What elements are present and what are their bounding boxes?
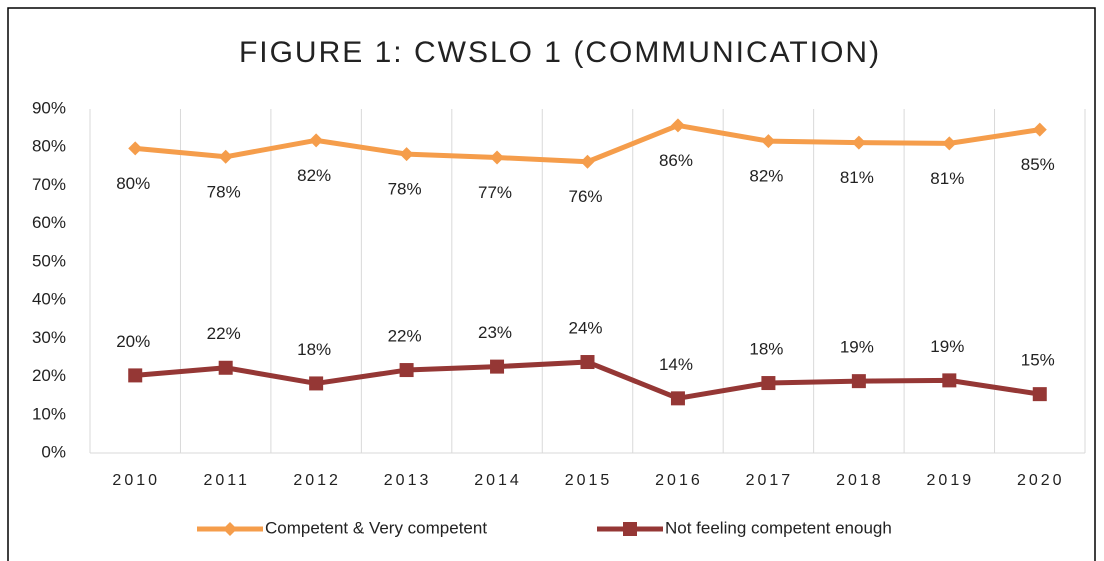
data-label: 22% — [388, 327, 422, 346]
y-tick-label: 30% — [32, 328, 66, 347]
x-tick-label: 2011 — [203, 472, 249, 489]
data-label: 20% — [116, 332, 150, 351]
marker — [942, 136, 957, 151]
data-label: 77% — [478, 183, 512, 202]
marker — [490, 359, 505, 374]
data-label: 19% — [840, 338, 874, 357]
data-label: 86% — [659, 151, 693, 170]
marker — [128, 141, 143, 156]
y-tick-label: 10% — [32, 404, 66, 423]
x-tick-label: 2013 — [384, 472, 432, 489]
marker — [128, 368, 143, 383]
data-label: 82% — [749, 167, 783, 186]
marker — [399, 363, 414, 378]
data-label: 23% — [478, 323, 512, 342]
data-label: 76% — [568, 187, 602, 206]
x-tick-label: 2016 — [655, 472, 703, 489]
marker — [309, 133, 324, 148]
chart-border — [7, 7, 1096, 561]
marker — [761, 376, 776, 391]
marker — [1032, 387, 1047, 402]
y-tick-label: 0% — [41, 442, 66, 461]
data-label: 18% — [749, 340, 783, 359]
marker — [761, 134, 776, 149]
data-label: 80% — [116, 174, 150, 193]
marker — [851, 135, 866, 150]
data-label: 78% — [207, 182, 241, 201]
data-label: 24% — [568, 319, 602, 338]
data-label: 81% — [930, 169, 964, 188]
data-label: 14% — [659, 355, 693, 374]
y-tick-label: 50% — [32, 251, 66, 270]
marker — [218, 360, 233, 375]
x-tick-label: 2014 — [474, 472, 522, 489]
marker — [623, 522, 637, 536]
y-tick-label: 70% — [32, 175, 66, 194]
data-label: 85% — [1021, 155, 1055, 174]
x-tick-label: 2020 — [1017, 472, 1065, 489]
marker — [670, 391, 685, 406]
y-tick-label: 20% — [32, 366, 66, 385]
legend-label: Not feeling competent enough — [665, 518, 892, 537]
y-tick-label: 90% — [32, 98, 66, 117]
data-label: 78% — [388, 180, 422, 199]
marker — [223, 522, 237, 536]
data-label: 22% — [207, 324, 241, 343]
data-label: 19% — [930, 337, 964, 356]
data-label: 82% — [297, 166, 331, 185]
y-tick-label: 60% — [32, 213, 66, 232]
x-tick-label: 2018 — [836, 472, 884, 489]
data-label: 81% — [840, 168, 874, 187]
marker — [490, 150, 505, 165]
x-tick-label: 2015 — [565, 472, 613, 489]
marker — [1032, 122, 1047, 137]
y-tick-label: 40% — [32, 290, 66, 309]
x-tick-label: 2019 — [927, 472, 975, 489]
data-label: 15% — [1021, 351, 1055, 370]
marker — [580, 355, 595, 370]
y-tick-label: 80% — [32, 137, 66, 156]
x-tick-label: 2017 — [746, 472, 794, 489]
marker — [309, 376, 324, 391]
marker — [218, 149, 233, 164]
marker — [670, 118, 685, 133]
marker — [942, 373, 957, 388]
data-label: 18% — [297, 340, 331, 359]
chart-title: FIGURE 1: CWSLO 1 (COMMUNICATION) — [239, 36, 881, 69]
x-tick-label: 2010 — [112, 472, 160, 489]
legend-label: Competent & Very competent — [265, 518, 487, 537]
marker — [399, 147, 414, 162]
marker — [580, 154, 595, 169]
marker — [851, 374, 866, 389]
x-tick-label: 2012 — [293, 472, 341, 489]
